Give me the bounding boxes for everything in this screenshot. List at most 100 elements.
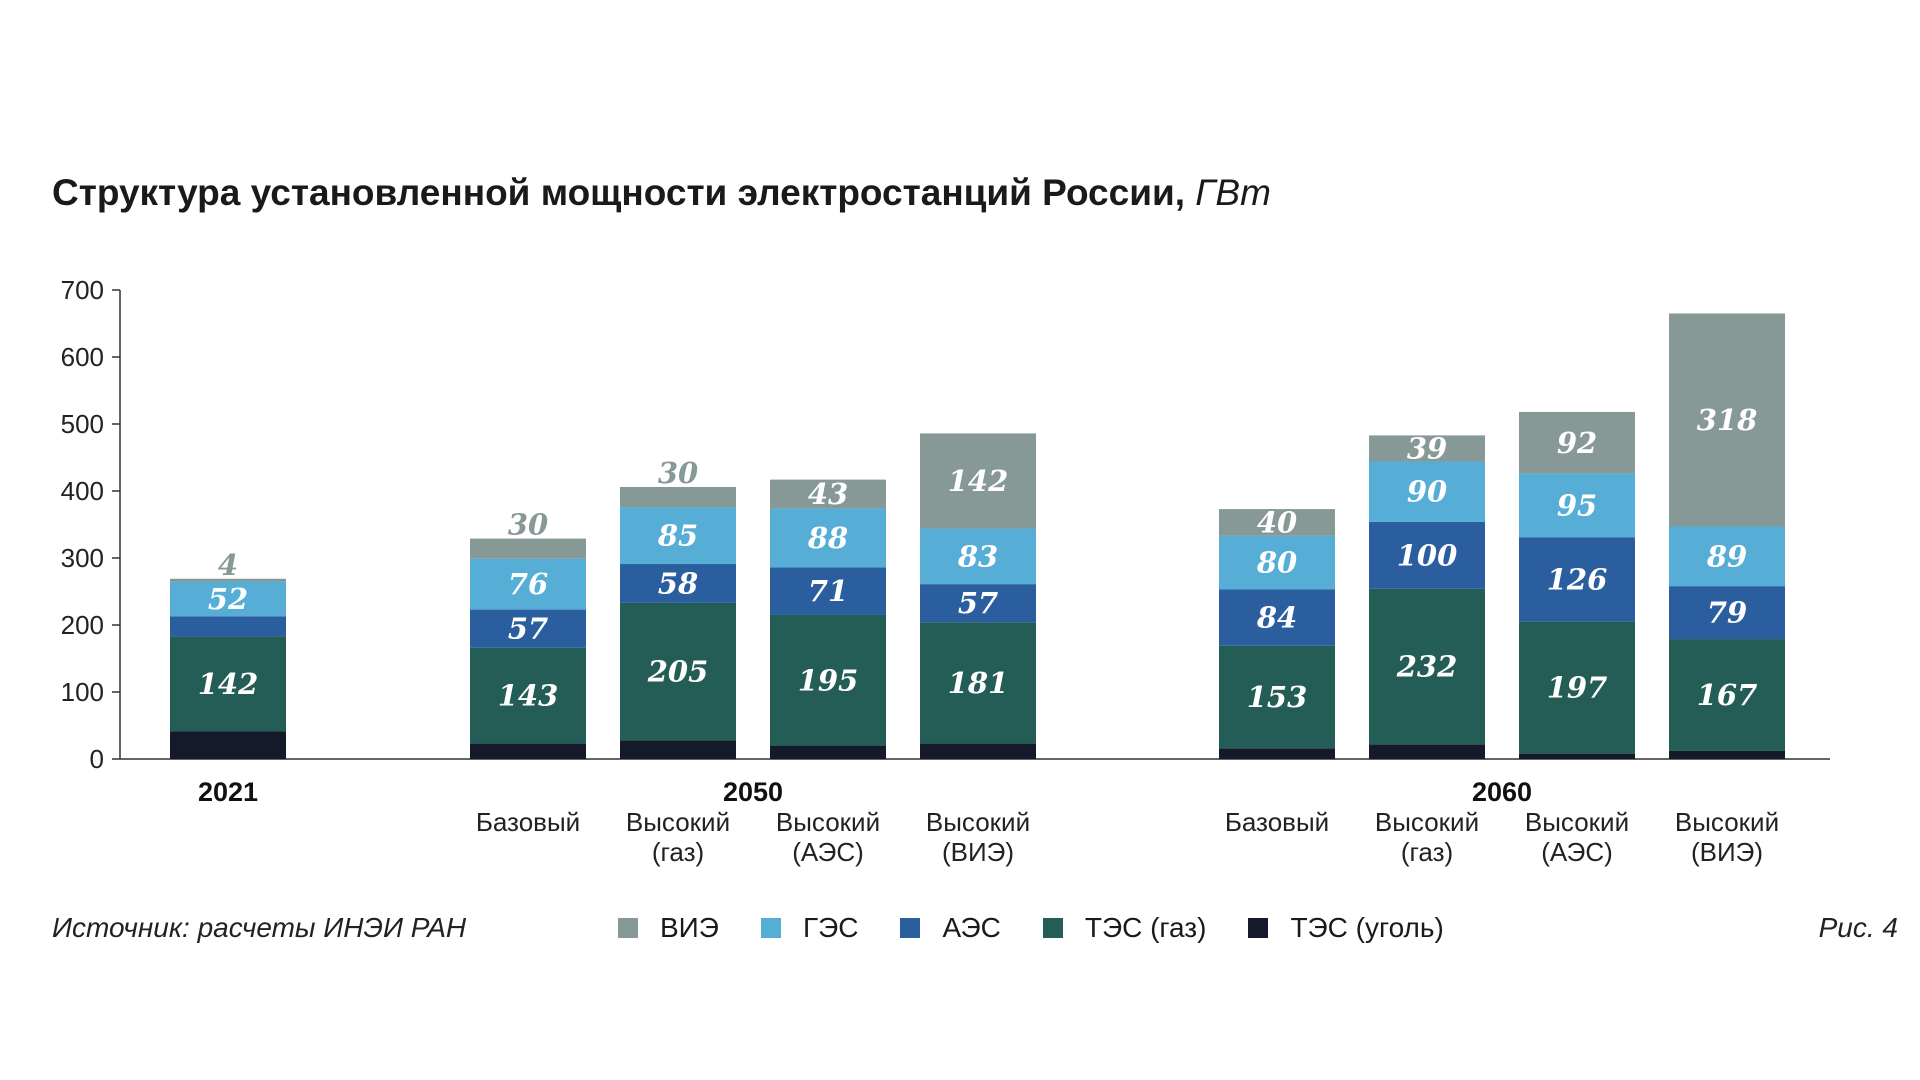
data-label: 153	[1247, 680, 1308, 714]
data-label: 195	[798, 663, 859, 697]
y-tick-label: 200	[61, 610, 104, 640]
bar-segment	[1219, 589, 1335, 646]
bar-segment	[170, 616, 286, 637]
data-label: 30	[658, 456, 698, 490]
legend-label: ТЭС (газ)	[1084, 912, 1207, 943]
category-label: Высокий	[926, 807, 1030, 837]
bar-segment	[770, 745, 886, 759]
bar-segment	[620, 602, 736, 741]
data-label: 71	[808, 574, 848, 608]
bar-segment	[470, 609, 586, 648]
category-label: Базовый	[1225, 807, 1329, 837]
chart-title-unit: ГВт	[1195, 172, 1271, 213]
data-label: 92	[1557, 426, 1597, 460]
bar-segment	[620, 507, 736, 565]
data-label: 52	[208, 582, 248, 616]
category-label: Высокий	[1375, 807, 1479, 837]
group-label: 2050	[723, 777, 783, 807]
bar-segment	[170, 731, 286, 759]
bar-segment	[920, 433, 1036, 529]
category-label: Высокий	[1525, 807, 1629, 837]
data-label: 58	[658, 566, 698, 600]
bar-segment	[470, 743, 586, 759]
data-label: 85	[657, 519, 698, 553]
category-label: Высокий	[1675, 807, 1779, 837]
bar-segment	[1369, 435, 1485, 462]
data-label: 142	[198, 667, 259, 701]
legend-swatch	[1248, 918, 1269, 938]
data-label: 40	[1257, 505, 1297, 539]
data-label: 142	[948, 464, 1009, 498]
chart-legend: ВИЭ ГЭС АЭС ТЭС (газ) ТЭС (уголь)	[618, 912, 1486, 944]
data-label: 205	[647, 655, 709, 689]
bar-segment	[620, 564, 736, 603]
data-label: 4	[218, 548, 238, 582]
data-label: 318	[1697, 403, 1758, 437]
legend-swatch	[1042, 918, 1063, 938]
bar-segment	[1519, 621, 1635, 754]
category-label: Высокий	[626, 807, 730, 837]
bar-segment	[1369, 588, 1485, 745]
bar-segment	[1369, 521, 1485, 589]
group-label: 2021	[198, 777, 258, 807]
y-tick-label: 400	[61, 476, 104, 506]
data-label: 30	[508, 508, 548, 542]
data-label: 100	[1397, 538, 1458, 572]
y-tick-label: 300	[61, 543, 104, 573]
legend-swatch	[618, 918, 638, 938]
legend-item: ТЭС (уголь)	[1248, 912, 1444, 944]
bar-segment	[1669, 639, 1785, 751]
data-label: 43	[808, 477, 848, 511]
bar-segment	[1519, 411, 1635, 474]
bar-segment	[470, 647, 586, 744]
category-label: Высокий	[776, 807, 880, 837]
bar-segment	[920, 584, 1036, 623]
bar-segment	[470, 558, 586, 610]
category-label: (АЭС)	[1541, 837, 1613, 867]
bar-segment	[1519, 537, 1635, 622]
y-tick-label: 600	[61, 342, 104, 372]
bar-segment	[920, 743, 1036, 759]
data-label: 79	[1707, 596, 1747, 630]
y-tick-label: 700	[61, 275, 104, 305]
data-label: 39	[1407, 431, 1447, 465]
bar-segment	[1669, 750, 1785, 759]
bar-segment	[1219, 645, 1335, 749]
data-label: 95	[1557, 488, 1597, 522]
stacked-bar-chart: 0 100 200 300 400 500 600 700 142 30 524 143 57 76 30 2…	[61, 275, 1830, 867]
data-label: 88	[807, 521, 848, 555]
data-label: 76	[508, 567, 548, 601]
bar-segment	[1669, 586, 1785, 640]
bar-segment	[170, 636, 286, 732]
bar-segment	[470, 538, 586, 559]
category-label: (ВИЭ)	[1691, 837, 1763, 867]
bar-segment	[1519, 473, 1635, 538]
legend-item: АЭС	[900, 912, 1001, 944]
bar-segment	[920, 528, 1036, 585]
legend-item: ТЭС (газ)	[1042, 912, 1207, 944]
data-label: 80	[1256, 546, 1297, 580]
bar-segment	[770, 567, 886, 615]
bar-segment	[1369, 461, 1485, 522]
bar-segment	[1219, 535, 1335, 590]
data-label: 57	[508, 612, 548, 646]
category-label: (газ)	[1401, 837, 1453, 867]
data-label: 197	[1547, 671, 1608, 705]
bar-segment	[1669, 526, 1785, 587]
data-label: 90	[1407, 475, 1447, 509]
legend-label: ВИЭ	[660, 912, 719, 943]
category-label: (ВИЭ)	[942, 837, 1014, 867]
bar-segment	[170, 581, 286, 617]
bar-segment	[770, 614, 886, 746]
category-label: (газ)	[652, 837, 704, 867]
bar-segment	[170, 578, 286, 582]
group-label: 2060	[1472, 777, 1532, 807]
bar-segment	[1369, 744, 1485, 759]
y-tick-label: 100	[61, 677, 104, 707]
chart-title-main: Структура установленной мощности электро…	[52, 172, 1185, 213]
legend-label: ТЭС (уголь)	[1290, 912, 1444, 943]
data-label: 126	[1547, 562, 1608, 596]
legend-item: ВИЭ	[618, 912, 719, 944]
legend-swatch	[900, 918, 921, 938]
chart-title: Структура установленной мощности электро…	[52, 172, 1271, 214]
